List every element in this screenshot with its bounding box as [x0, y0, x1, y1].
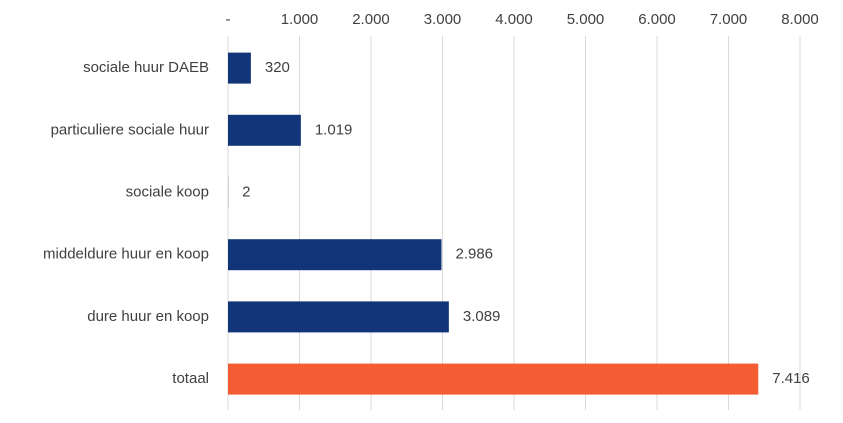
bar [228, 52, 251, 84]
data-labels: 320 1.019 2 2.986 3.089 7.416 [242, 59, 810, 387]
x-tick-label: 4.000 [495, 11, 533, 28]
x-tick-label: 6.000 [638, 11, 676, 28]
category-label: sociale koop [126, 183, 209, 200]
x-tick-label: 8.000 [781, 11, 819, 28]
gridlines [227, 36, 801, 410]
data-label: 320 [265, 59, 290, 76]
x-tick-label: 7.000 [710, 11, 748, 28]
x-tick-label: - [226, 11, 231, 28]
bar [228, 363, 759, 395]
x-tick-label: 3.000 [424, 11, 462, 28]
x-tick-label: 2.000 [352, 11, 390, 28]
data-label: 2.986 [455, 246, 493, 263]
data-label: 3.089 [463, 308, 501, 325]
category-label: particuliere sociale huur [51, 121, 209, 138]
bar [228, 239, 442, 271]
category-label: sociale huur DAEB [83, 59, 209, 76]
bars [228, 52, 759, 395]
category-label: middeldure huur en koop [43, 246, 209, 263]
data-label: 1.019 [315, 121, 353, 138]
category-label: dure huur en koop [87, 308, 209, 325]
x-tick-label: 5.000 [567, 11, 605, 28]
x-tick-label: 1.000 [281, 11, 319, 28]
category-labels: sociale huur DAEB particuliere sociale hu… [43, 59, 209, 387]
data-label: 7.416 [772, 370, 810, 387]
category-label: totaal [172, 370, 209, 387]
data-label: 2 [242, 183, 250, 200]
bar [228, 114, 301, 146]
bar [228, 301, 449, 333]
x-axis-ticks: - 1.000 2.000 3.000 4.000 5.000 6.000 7.000 8.00… [226, 11, 819, 28]
